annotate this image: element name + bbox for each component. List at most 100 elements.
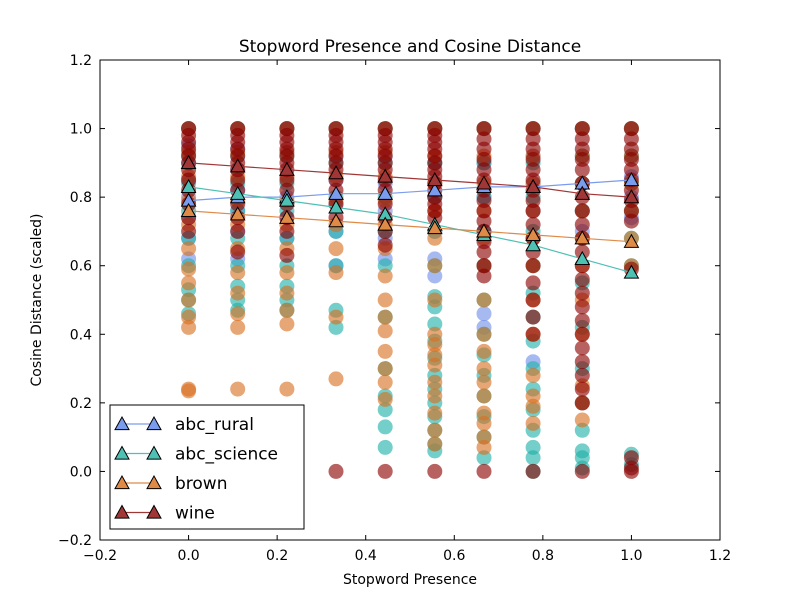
scatter-point-brown <box>328 265 344 281</box>
x-tick-label: 0.2 <box>266 548 288 564</box>
scatter-point-brown <box>427 436 443 452</box>
legend-box <box>109 404 305 530</box>
scatter-point-wine <box>574 381 590 397</box>
scatter-point-brown <box>427 258 443 274</box>
scatter-point-wine <box>525 151 541 167</box>
scatter-point-wine <box>574 340 590 356</box>
trend-marker-abc-science <box>574 250 591 265</box>
legend-marker-wine <box>114 504 130 519</box>
scatter-point-wine <box>525 217 541 233</box>
y-tick-label: 1.0 <box>70 122 92 138</box>
scatter-point-wine <box>279 172 295 188</box>
trend-marker-brown <box>377 216 394 231</box>
scatter-point-wine <box>574 203 590 219</box>
scatter-point-wine <box>279 247 295 263</box>
scatter-point-brown <box>476 439 492 455</box>
chart-title: Stopword Presence and Cosine Distance <box>239 37 581 57</box>
scatter-point-brown <box>377 361 393 377</box>
scatter-point-brown <box>181 319 197 335</box>
trend-marker-abc-science <box>229 185 246 200</box>
scatter-point-brown <box>279 316 295 332</box>
scatter-point-wine <box>574 121 590 137</box>
scatter-point-brown <box>574 412 590 428</box>
scatter-point-brown <box>181 309 197 325</box>
scatter-point-brown <box>230 265 246 281</box>
scatter-point-wine <box>230 172 246 188</box>
trend-line-wine <box>188 162 632 198</box>
scatter-point-brown <box>181 292 197 308</box>
scatter-point-brown <box>377 309 393 325</box>
y-tick-label: 0.8 <box>70 190 92 206</box>
scatter-point-wine <box>574 162 590 178</box>
scatter-group-wine <box>181 121 639 479</box>
trend-marker-brown <box>525 226 541 241</box>
scatter-point-brown <box>476 361 492 377</box>
trend-marker-brown <box>426 219 443 235</box>
scatter-point-wine <box>476 141 492 157</box>
scatter-point-brown <box>525 388 541 404</box>
scatter-point-wine <box>377 237 393 253</box>
trend-marker-abc-rural <box>377 185 394 200</box>
scatter-point-wine <box>476 151 492 167</box>
scatter-point-abc-science <box>476 450 492 466</box>
scatter-point-wine <box>525 463 541 479</box>
scatter-point-wine <box>427 463 443 479</box>
scatter-point-wine <box>623 463 639 479</box>
x-tick-label: −0.2 <box>83 548 117 564</box>
scatter-point-abc-science <box>328 319 344 335</box>
scatter-point-wine <box>525 326 541 342</box>
scatter-point-abc-science <box>377 258 393 274</box>
scatter-point-wine <box>476 463 492 479</box>
scatter-point-wine <box>574 141 590 157</box>
x-tick-label: 1.2 <box>709 548 731 564</box>
y-tick-label: 0.4 <box>70 327 92 343</box>
scatter-point-abc-science <box>525 450 541 466</box>
trend-marker-wine <box>328 165 344 180</box>
scatter-point-wine <box>623 141 639 157</box>
scatter-point-wine <box>279 223 295 239</box>
legend-marker-wine <box>146 504 162 519</box>
scatter-point-wine <box>574 395 590 411</box>
scatter-point-wine <box>230 244 246 260</box>
scatter-point-brown <box>525 415 541 431</box>
legend-item-brown: brown <box>114 474 228 494</box>
scatter-point-wine <box>525 203 541 219</box>
scatter-point-wine <box>525 309 541 325</box>
scatter-point-brown <box>181 383 197 399</box>
scatter-point-brown <box>328 241 344 257</box>
trend-marker-abc-science <box>525 237 541 252</box>
legend-marker-brown <box>146 474 162 490</box>
scatter-point-brown <box>230 319 246 335</box>
trend-marker-wine <box>426 171 443 187</box>
scatter-point-brown <box>427 230 443 246</box>
y-tick-label: 0.0 <box>70 464 92 480</box>
scatter-point-wine <box>525 258 541 274</box>
trend-marker-abc-science <box>623 264 640 279</box>
trend-marker-abc-science <box>279 192 295 207</box>
plot-area <box>180 121 640 479</box>
legend-marker-abc-rural <box>146 415 162 431</box>
trend-marker-brown <box>229 206 246 221</box>
scatter-point-wine <box>525 141 541 157</box>
scatter-point-brown <box>328 371 344 387</box>
scatter-point-abc-science <box>377 419 393 435</box>
scatter-point-wine <box>476 213 492 229</box>
x-tick-label: 0.6 <box>443 548 465 564</box>
legend-label-brown: brown <box>175 474 228 494</box>
scatter-point-brown <box>377 391 393 407</box>
scatter-point-wine <box>476 162 492 178</box>
legend-item-abc-science: abc_science <box>114 445 278 465</box>
scatter-point-brown <box>181 275 197 291</box>
scatter-point-brown <box>377 292 393 308</box>
scatter-point-wine <box>525 121 541 137</box>
trend-marker-wine <box>377 168 394 183</box>
scatter-point-wine <box>525 162 541 178</box>
legend-marker-abc-rural <box>114 415 130 431</box>
scatter-point-brown <box>476 343 492 359</box>
trend-marker-abc-science <box>328 199 344 214</box>
scatter-point-wine <box>623 213 639 229</box>
trend-marker-abc-science <box>180 178 197 193</box>
scatter-point-brown <box>476 405 492 421</box>
x-axis-label: Stopword Presence <box>343 572 477 588</box>
scatter-point-brown <box>279 265 295 281</box>
